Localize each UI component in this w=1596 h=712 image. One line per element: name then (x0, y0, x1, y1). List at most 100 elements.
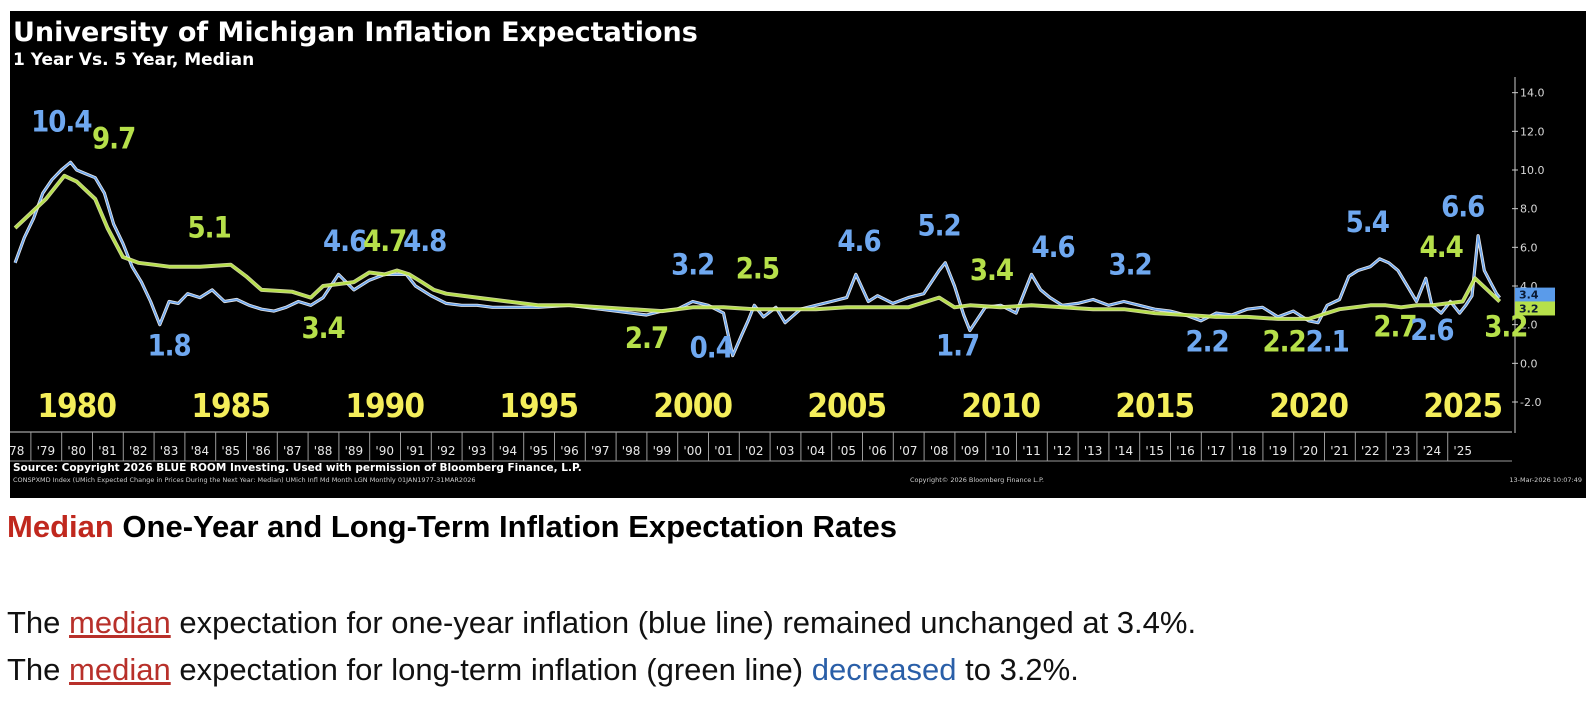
data-label-green: 2.7 (625, 321, 668, 355)
y-tick-label: -2.0 (1520, 396, 1541, 409)
x-tick-label: '79 (37, 444, 56, 458)
data-label-blue: 5.2 (917, 209, 960, 243)
series-1year-line (14, 161, 1501, 357)
x-tick-label: '93 (468, 444, 487, 458)
x-tick-label: '20 (1299, 444, 1318, 458)
p2-middle: expectation for long-term inflation (gre… (170, 652, 812, 687)
data-label-blue: 4.6 (323, 224, 366, 258)
source-text: Source: Copyright 2026 BLUE ROOM Investi… (13, 462, 582, 474)
year-label: 2015 (1115, 386, 1194, 425)
heading-accent: Median (7, 509, 114, 544)
x-tick-label: '00 (683, 444, 702, 458)
x-tick-label: '24 (1423, 444, 1442, 458)
data-label-blue: 4.8 (403, 224, 446, 258)
x-tick-label: '01 (714, 444, 733, 458)
x-tick-label: '82 (129, 444, 148, 458)
series-5year-glow (13, 173, 1502, 321)
year-label: 2025 (1423, 386, 1502, 425)
data-label-blue: 4.6 (1031, 230, 1074, 264)
chart-panel: University of Michigan Inflation Expecta… (10, 11, 1586, 498)
x-tick-label: '97 (591, 444, 610, 458)
year-label: 1985 (191, 386, 270, 425)
x-tick-label: '99 (653, 444, 672, 458)
year-label: 2005 (807, 386, 886, 425)
data-label-green: 9.7 (92, 122, 135, 156)
year-label: 2010 (961, 386, 1040, 425)
x-tick-label: '06 (868, 444, 887, 458)
median-link-2[interactable]: median (69, 652, 171, 687)
heading-rest: One-Year and Long-Term Inflation Expecta… (113, 509, 897, 544)
inflation-chart: University of Michigan Inflation Expecta… (10, 17, 1582, 484)
x-tick-label: '18 (1238, 444, 1257, 458)
year-label: 1995 (499, 386, 578, 425)
data-label-blue: 10.4 (31, 104, 91, 138)
data-label-green: 4.4 (1420, 230, 1463, 264)
x-tick-label: '84 (191, 444, 210, 458)
y-tick-label: 10.0 (1520, 164, 1545, 177)
x-tick-label: '83 (160, 444, 179, 458)
x-tick-label: '15 (1145, 444, 1164, 458)
x-tick-label: '03 (776, 444, 795, 458)
x-tick-label: '17 (1207, 444, 1226, 458)
data-label-blue: 3.2 (671, 247, 714, 281)
p2-before: The (7, 652, 70, 687)
data-label-blue: 2.1 (1306, 325, 1349, 359)
x-tick-label: '22 (1361, 444, 1380, 458)
x-tick-label: '98 (622, 444, 641, 458)
x-tick-label: '88 (314, 444, 333, 458)
last-value-badge (1515, 301, 1555, 316)
y-tick-label: 2.0 (1520, 319, 1538, 332)
footnote-left: CONSPXMD Index (UMich Expected Change in… (13, 476, 475, 484)
x-tick-label: '12 (1053, 444, 1072, 458)
x-tick-label: '92 (437, 444, 456, 458)
data-label-green: 3.4 (970, 253, 1013, 287)
footnote-center: Copyright© 2026 Bloomberg Finance L.P. (910, 476, 1044, 484)
x-tick-label: '10 (991, 444, 1010, 458)
x-tick-label: '02 (745, 444, 764, 458)
data-label-blue: 2.2 (1185, 325, 1228, 359)
x-tick-label: '13 (1084, 444, 1103, 458)
data-label-blue: 0.4 (690, 331, 733, 365)
p1-after: expectation for one-year inflation (blue… (170, 605, 1197, 640)
series-5year-line (14, 174, 1501, 320)
p2-after: to 3.2%. (956, 652, 1079, 687)
last-value-badge (1515, 287, 1555, 302)
paragraph-one-year: The median expectation for one-year infl… (7, 605, 1196, 641)
data-label-blue: 5.4 (1346, 205, 1389, 239)
data-label-blue: 2.6 (1410, 313, 1453, 347)
data-label-blue: 3.2 (1108, 247, 1151, 281)
x-tick-label: '25 (1453, 444, 1472, 458)
x-tick-label: '80 (67, 444, 86, 458)
data-label-blue: 4.6 (837, 224, 880, 258)
data-label-blue: 1.8 (147, 329, 190, 363)
y-tick-label: 14.0 (1520, 87, 1545, 100)
data-label-blue: 6.6 (1441, 189, 1484, 223)
last-value-badge-text: 3.2 (1519, 302, 1539, 315)
x-tick-label: '05 (837, 444, 856, 458)
y-tick-label: 8.0 (1520, 203, 1538, 216)
year-label: 1980 (37, 386, 116, 425)
x-tick-label: '16 (1176, 444, 1195, 458)
data-label-green: 5.1 (188, 211, 231, 245)
data-label-green: 3.4 (301, 311, 344, 345)
last-value-badge-text: 3.4 (1519, 289, 1539, 302)
p1-before: The (7, 605, 70, 640)
y-tick-label: 12.0 (1520, 125, 1545, 138)
footnote-right: 13-Mar-2026 10:07:49 (1509, 476, 1582, 484)
data-label-green: 2.2 (1262, 325, 1305, 359)
x-tick-label: '96 (560, 444, 579, 458)
x-tick-label: '21 (1330, 444, 1349, 458)
chart-subtitle: 1 Year Vs. 5 Year, Median (13, 50, 254, 70)
data-label-green: 2.5 (736, 251, 779, 285)
x-tick-label: '04 (807, 444, 826, 458)
median-link-1[interactable]: median (69, 605, 171, 640)
x-tick-label: '81 (98, 444, 117, 458)
chart-title: University of Michigan Inflation Expecta… (13, 17, 698, 48)
x-tick-label: '11 (1022, 444, 1041, 458)
data-label-blue: 1.7 (936, 329, 979, 363)
year-label: 1990 (345, 386, 424, 425)
x-tick-label: '09 (961, 444, 980, 458)
x-tick-label: '90 (375, 444, 394, 458)
x-tick-label: '94 (499, 444, 518, 458)
x-tick-label: '14 (1115, 444, 1134, 458)
